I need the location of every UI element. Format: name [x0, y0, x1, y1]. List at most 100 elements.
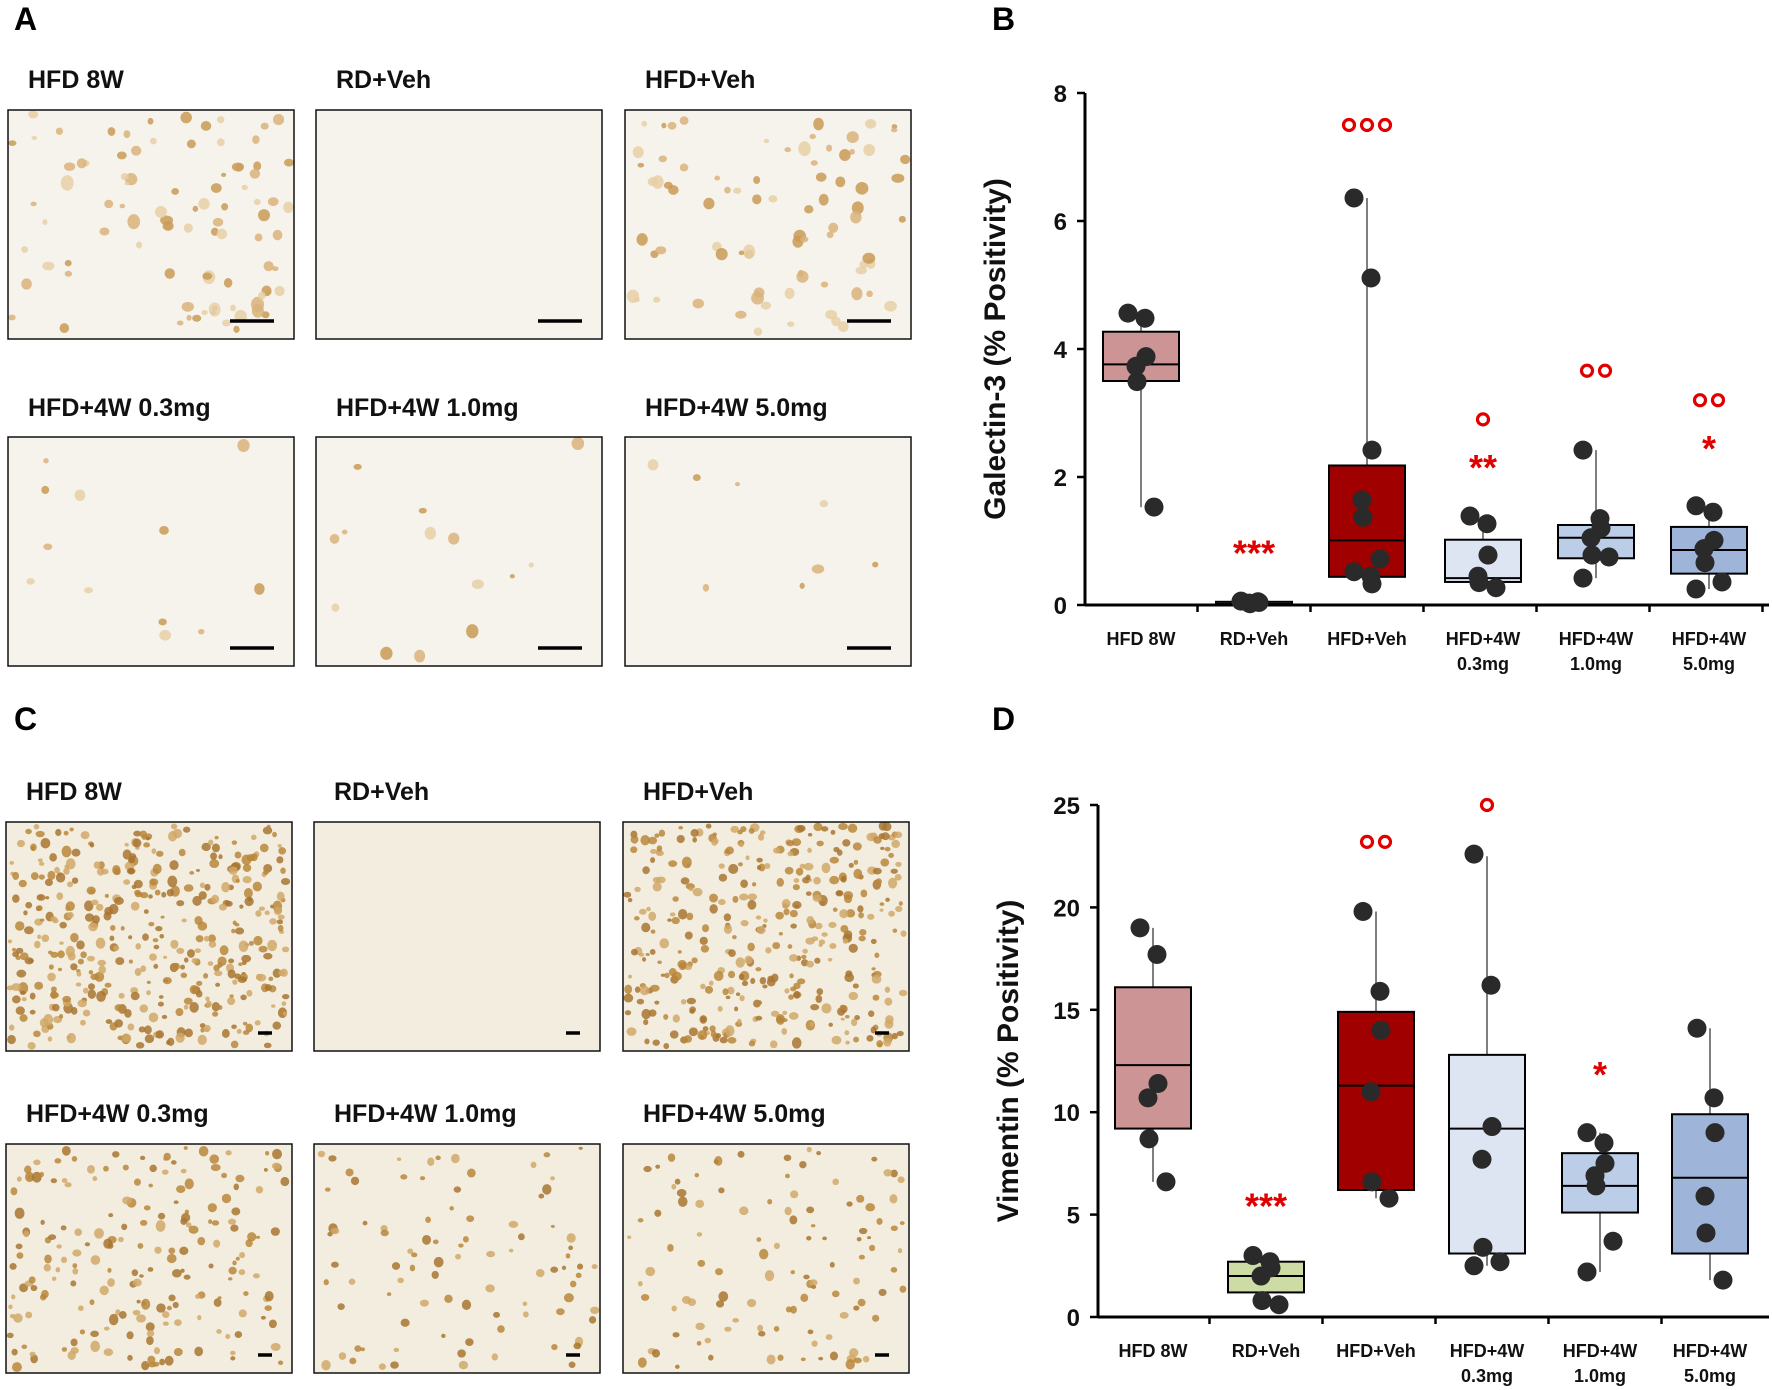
- stained-cell: [664, 972, 670, 979]
- micrograph-vimentin-5: [622, 1143, 910, 1374]
- stained-cell: [871, 974, 882, 984]
- stained-cell: [692, 837, 698, 843]
- stained-cell: [784, 1173, 790, 1179]
- micrograph-label: HFD+4W 0.3mg: [28, 394, 211, 422]
- micrograph-label: HFD+Veh: [645, 66, 755, 94]
- stained-cell: [636, 233, 648, 246]
- stained-cell: [806, 960, 814, 968]
- stained-cell: [466, 624, 479, 639]
- stained-cell: [11, 1294, 16, 1300]
- stained-cell: [263, 952, 273, 960]
- stained-cell: [692, 887, 703, 897]
- stained-cell: [134, 968, 142, 977]
- stained-cell: [650, 857, 656, 863]
- data-point: [1353, 507, 1373, 527]
- stained-cell: [103, 1238, 113, 1249]
- stained-cell: [180, 964, 186, 970]
- stained-cell: [692, 298, 705, 309]
- stained-cell: [449, 1206, 454, 1211]
- stained-cell: [70, 963, 78, 971]
- stained-cell: [330, 1227, 340, 1235]
- stained-cell: [43, 543, 53, 550]
- stained-cell: [262, 826, 273, 835]
- stained-cell: [828, 1022, 833, 1027]
- stained-cell: [455, 1253, 462, 1260]
- stained-cell: [28, 1276, 36, 1284]
- stained-cell: [789, 973, 794, 979]
- stained-cell: [517, 1233, 525, 1241]
- stained-cell: [61, 845, 72, 858]
- box-group-1: ***: [1215, 532, 1293, 614]
- stained-cell: [762, 984, 768, 989]
- stained-cell: [680, 999, 687, 1005]
- stained-cell: [700, 1016, 706, 1023]
- stained-cell: [253, 198, 261, 206]
- stained-cell: [205, 1000, 212, 1008]
- x-category-label: 0.3mg: [1457, 654, 1509, 674]
- stained-cell: [23, 910, 28, 916]
- stained-cell: [76, 158, 87, 169]
- stained-cell: [672, 1332, 680, 1338]
- stained-cell: [11, 1348, 18, 1356]
- stained-cell: [871, 1156, 878, 1162]
- stained-cell: [167, 875, 178, 888]
- stained-cell: [799, 582, 805, 589]
- stained-cell: [283, 158, 294, 167]
- stained-cell: [204, 883, 211, 891]
- stained-cell: [146, 1329, 155, 1337]
- stained-cell: [745, 855, 750, 861]
- stained-cell: [133, 830, 142, 837]
- stained-cell: [159, 525, 169, 535]
- stained-cell: [777, 1354, 784, 1361]
- stained-cell: [150, 137, 157, 145]
- stained-cell: [857, 905, 864, 913]
- stained-cell: [728, 970, 736, 979]
- panel-letter-d: D: [992, 701, 1015, 737]
- stained-cell: [92, 915, 100, 924]
- stained-cell: [123, 130, 131, 139]
- stained-cell: [744, 955, 753, 965]
- stained-cell: [735, 992, 741, 996]
- stained-cell: [704, 1337, 712, 1344]
- stained-cell: [740, 920, 749, 927]
- stained-cell: [753, 176, 761, 185]
- stained-cell: [166, 1305, 172, 1311]
- stained-cell: [837, 321, 849, 332]
- stained-cell: [228, 866, 238, 875]
- stained-cell: [840, 925, 849, 933]
- stained-cell: [176, 947, 185, 954]
- chart-galectin-3: 0 2 4 6 8 Galectin-3 (% Positivity) HFD 8W RD+V…: [979, 81, 1769, 674]
- stained-cell: [208, 934, 216, 943]
- stained-cell: [76, 940, 85, 950]
- stained-cell: [110, 925, 116, 931]
- stained-cell: [839, 1312, 849, 1319]
- x-category-label: 5.0mg: [1684, 1366, 1736, 1386]
- box-group-0: [1102, 303, 1180, 517]
- stained-cell: [198, 891, 207, 900]
- stained-cell: [258, 906, 266, 911]
- stained-cell: [270, 1342, 281, 1351]
- stained-cell: [671, 1183, 677, 1190]
- stained-cell: [400, 1318, 410, 1327]
- box: [1337, 1010, 1415, 1192]
- stained-cell: [199, 882, 206, 889]
- stained-cell: [180, 972, 188, 978]
- stained-cell: [66, 911, 74, 919]
- stained-cell: [637, 162, 645, 168]
- stained-cell: [703, 197, 715, 210]
- stained-cell: [835, 176, 846, 188]
- data-point: [1362, 574, 1382, 594]
- stained-cell: [892, 928, 898, 933]
- stained-cell: [16, 839, 26, 848]
- stained-cell: [213, 1298, 222, 1307]
- stained-cell: [624, 984, 633, 995]
- data-point: [1599, 547, 1619, 567]
- micrograph-label: HFD+4W 1.0mg: [336, 394, 519, 422]
- stained-cell: [565, 1253, 571, 1259]
- micrograph-vimentin-4: [313, 1143, 601, 1374]
- stained-cell: [787, 851, 794, 857]
- stained-cell: [158, 618, 167, 626]
- stained-cell: [818, 1356, 824, 1361]
- stained-cell: [210, 1163, 221, 1172]
